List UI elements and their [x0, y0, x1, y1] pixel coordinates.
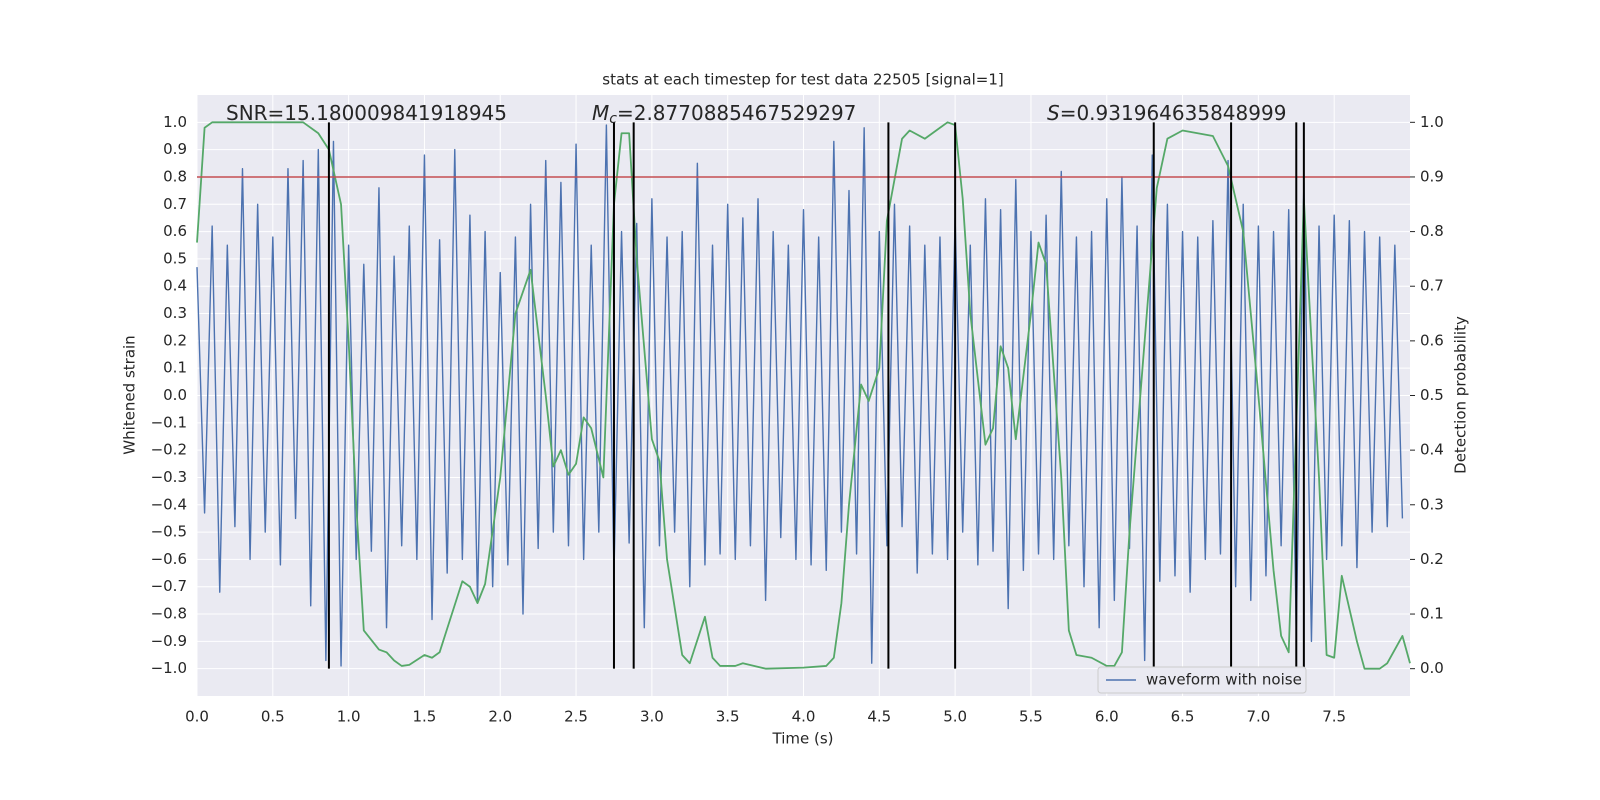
y-tick-label: −0.1	[151, 413, 187, 431]
y-tick-label: −0.4	[151, 495, 187, 513]
annotation-text: =0.931964635848999	[1060, 101, 1287, 125]
y-tick-label: −0.9	[151, 632, 187, 650]
y-tick-label: −0.3	[151, 468, 187, 486]
chart-title: stats at each timestep for test data 225…	[602, 71, 1003, 89]
annotation: Mc=2.8770885467529297	[592, 101, 856, 128]
y2-tick-label: 0.1	[1420, 605, 1444, 623]
waveform-line	[196, 124, 1404, 667]
y-tick-label: 0.1	[163, 359, 187, 377]
y2-tick-label: 0.3	[1420, 495, 1444, 513]
y-tick-label: 0.4	[163, 277, 187, 295]
y-tick-label: −0.2	[151, 441, 187, 459]
y-tick-label: 1.0	[163, 113, 187, 131]
legend-label: waveform with noise	[1146, 671, 1302, 689]
y2-tick-label: 1.0	[1420, 113, 1444, 131]
x-tick-label: 4.5	[867, 708, 891, 726]
x-tick-label: 5.5	[1019, 708, 1043, 726]
annotation: SNR=15.180009841918945	[226, 101, 507, 125]
annotation-symbol: M	[592, 101, 609, 125]
y-tick-label: −0.6	[151, 550, 187, 568]
annotation: S=0.931964635848999	[1047, 101, 1286, 125]
y2-axis-label: Detection probability	[1452, 316, 1470, 474]
legend: waveform with noise	[1097, 666, 1307, 694]
y-tick-label: −0.5	[151, 523, 187, 541]
x-tick-label: 0.0	[185, 708, 209, 726]
y-tick-label: 0.6	[163, 222, 187, 240]
annotation-subscript: c	[609, 111, 617, 127]
y2-tick-label: 0.0	[1420, 659, 1444, 677]
probability-line	[196, 121, 1411, 670]
y-tick-label: 0.3	[163, 304, 187, 322]
y2-tick-label: 0.9	[1420, 167, 1444, 185]
x-tick-label: 6.0	[1095, 708, 1119, 726]
y2-tick-label: 0.4	[1420, 441, 1444, 459]
y2-tick-label: 0.7	[1420, 277, 1444, 295]
x-tick-label: 7.0	[1246, 708, 1270, 726]
y2-tick-label: 0.5	[1420, 386, 1444, 404]
x-tick-label: 4.0	[792, 708, 816, 726]
x-tick-label: 7.5	[1322, 708, 1346, 726]
y-tick-label: 0.0	[163, 386, 187, 404]
y-tick-label: 0.8	[163, 167, 187, 185]
y-tick-label: 0.7	[163, 195, 187, 213]
annotation-text: =2.8770885467529297	[617, 101, 856, 125]
x-tick-label: 3.5	[716, 708, 740, 726]
x-tick-label: 2.0	[488, 708, 512, 726]
y-tick-label: 0.5	[163, 249, 187, 267]
x-tick-label: 1.5	[413, 708, 437, 726]
y2-tick-label: 0.6	[1420, 331, 1444, 349]
y2-tick-label: 0.2	[1420, 550, 1444, 568]
y-axis-label: Whitened strain	[121, 335, 139, 454]
y2-tick-label: 0.8	[1420, 222, 1444, 240]
x-tick-label: 0.5	[261, 708, 285, 726]
x-tick-label: 3.0	[640, 708, 664, 726]
annotation-symbol: S	[1047, 101, 1060, 125]
x-axis-label: Time (s)	[772, 730, 834, 748]
marks	[196, 121, 1411, 670]
y-tick-label: −0.7	[151, 577, 187, 595]
y-tick-label: −1.0	[151, 659, 187, 677]
annotation-text: SNR=15.180009841918945	[226, 101, 507, 125]
y-tick-label: 0.2	[163, 331, 187, 349]
legend-box	[1097, 666, 1307, 694]
y-tick-label: −0.8	[151, 605, 187, 623]
x-tick-label: 6.5	[1171, 708, 1195, 726]
x-tick-label: 2.5	[564, 708, 588, 726]
x-tick-label: 1.0	[337, 708, 361, 726]
x-tick-label: 5.0	[943, 708, 967, 726]
y-tick-label: 0.9	[163, 140, 187, 158]
